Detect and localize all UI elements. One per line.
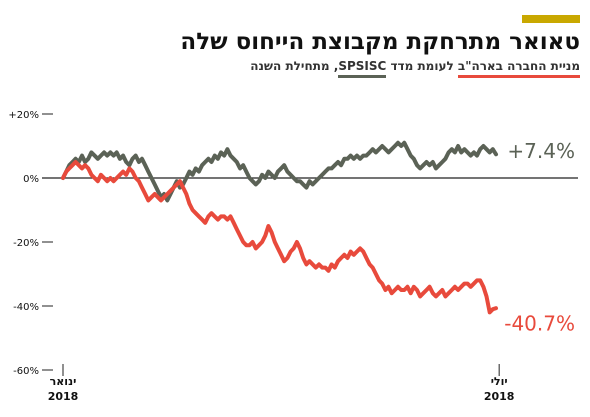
y-tick-label: 0% bbox=[23, 174, 39, 185]
legend-connector: לעומת מדד bbox=[386, 59, 458, 73]
accent-bar bbox=[522, 15, 580, 23]
series-line-index bbox=[61, 140, 498, 203]
y-tick-label: +20% bbox=[8, 110, 39, 121]
legend-company: מניית החברה בארה"ב bbox=[457, 59, 580, 78]
legend-suffix: , מתחילת השנה bbox=[250, 59, 339, 73]
y-tick-label: -40% bbox=[13, 302, 39, 313]
x-tick-year: 2018 bbox=[48, 390, 79, 403]
y-tick-label: -20% bbox=[13, 238, 39, 249]
end-label-index: +7.4% bbox=[507, 139, 575, 163]
end-label-company: -40.7% bbox=[504, 312, 575, 336]
y-tick-label: -60% bbox=[13, 366, 39, 377]
legend-index: SPSISC bbox=[338, 59, 387, 78]
x-tick-year: 2018 bbox=[484, 390, 515, 403]
chart-subtitle: מניית החברה בארה"ב לעומת מדד SPSISC, מתח… bbox=[250, 59, 580, 78]
chart-title: טאואר מתרחקת מקבוצת הייחוס שלה bbox=[180, 29, 580, 55]
series-line-company bbox=[61, 160, 498, 315]
x-tick-label: ינואר bbox=[50, 375, 77, 388]
x-tick-label: יולי bbox=[491, 375, 508, 388]
